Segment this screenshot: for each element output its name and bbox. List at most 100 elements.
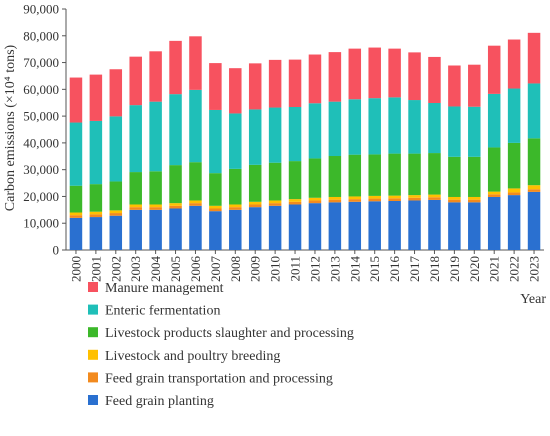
x-axis-title: Year [520,292,546,307]
y-tick-label: 40,000 [23,135,59,150]
y-tick-label: 70,000 [23,55,59,70]
bar-segment [288,59,302,108]
bar-segment [149,207,162,210]
x-tick-label: 2010 [268,256,283,282]
bar-segment [149,101,162,172]
bar-segment [229,209,242,250]
bar-segment [109,213,123,216]
bar-segment [368,154,381,196]
bar-segment [69,212,83,216]
x-tick-label: 2019 [447,256,462,282]
bar-segment [89,120,103,185]
bar-segment [388,48,401,98]
bar-segment [408,153,421,196]
legend-swatch [88,372,98,383]
bar-segment [109,215,123,250]
bar-segment [487,45,501,94]
bar-segment [507,142,521,189]
bar-segment [129,105,142,173]
legend-label: Feed grain planting [105,394,214,409]
bar-segment [408,197,421,201]
bar-segment [209,205,222,209]
bar-segment [248,63,262,110]
bar-segment [189,89,202,163]
bar-segment [89,217,103,250]
bar-segment [507,192,521,196]
bar-segment [448,196,461,200]
bar-segment [408,100,421,154]
bar-segment [308,203,322,250]
bar-segment [448,156,461,197]
bar-segment [468,64,481,107]
bar-segment [328,52,342,102]
plot-area: 0 10,000 20,000 30,000 40,000 50,000 60,000 70,… [23,2,546,308]
bar-segment [507,88,521,143]
y-tick-label: 0 [53,243,60,258]
bar-segment [527,189,541,192]
bar-segment [189,200,202,204]
bar-segment [348,99,362,155]
bar-segment [468,196,481,200]
bar-segment [428,194,441,198]
x-tick-label: 2000 [68,256,83,282]
bar-segment [507,39,521,89]
legend-swatch [88,282,98,292]
bar-segment [308,158,322,198]
bar-segment [388,200,401,250]
bar-segment [69,122,83,186]
x-tick-label: 2011 [288,256,303,282]
bar-segment [209,173,222,206]
y-tick-label: 60,000 [23,82,59,97]
legend-label: Feed grain transportation and processing [105,371,333,386]
bar-segment [89,74,103,121]
bar-segment [388,153,401,196]
bar-segment [348,196,362,200]
bar-segment [368,201,381,250]
x-tick-label: 2021 [487,256,502,282]
bar-segment [487,191,501,195]
x-tick-label: 2009 [248,256,263,282]
bar-segment [229,204,242,208]
bar-segment [308,197,322,201]
bar-segment [328,101,342,157]
bar-segment [209,208,222,212]
bar-segment [209,211,222,250]
x-tick-label: 2013 [327,256,342,282]
bar-segment [368,47,381,99]
legend-swatch [88,304,98,315]
bar-segment [229,207,242,210]
bar-segment [527,191,541,250]
bar-segment [328,196,342,200]
bar-segment [209,63,222,110]
y-tick-label: 20,000 [23,189,59,204]
x-tick-label: 2016 [387,256,402,283]
bar-segment [109,181,123,211]
bar-segment [288,199,302,202]
bar-segment [328,156,342,197]
bar-segment [368,198,381,202]
bar-segment [368,98,381,155]
bar-segment [89,184,103,212]
bar-segment [129,207,142,210]
bar-segment [268,162,282,201]
legend-label: Livestock products slaughter and process… [105,326,354,341]
bar-segment [109,69,123,117]
legend-label: Livestock and poultry breeding [105,349,280,364]
bar-segment [169,205,182,209]
bar-segment [149,209,162,250]
bar-segment [428,102,441,154]
x-tick-label: 2022 [507,256,522,282]
legend-label: Manure management [105,281,224,296]
bar-segment [468,202,481,250]
bar-segment [129,204,142,208]
bar-segment [487,194,501,197]
bar-segment [428,153,441,195]
bar-segment [169,203,182,206]
x-tick-label: 2008 [228,256,243,282]
bar-segment [169,40,182,95]
bar-segment [527,83,541,139]
bar-segment [69,77,83,123]
bar-segment [149,171,162,205]
bar-segment [288,204,302,250]
bar-segment [229,68,242,114]
